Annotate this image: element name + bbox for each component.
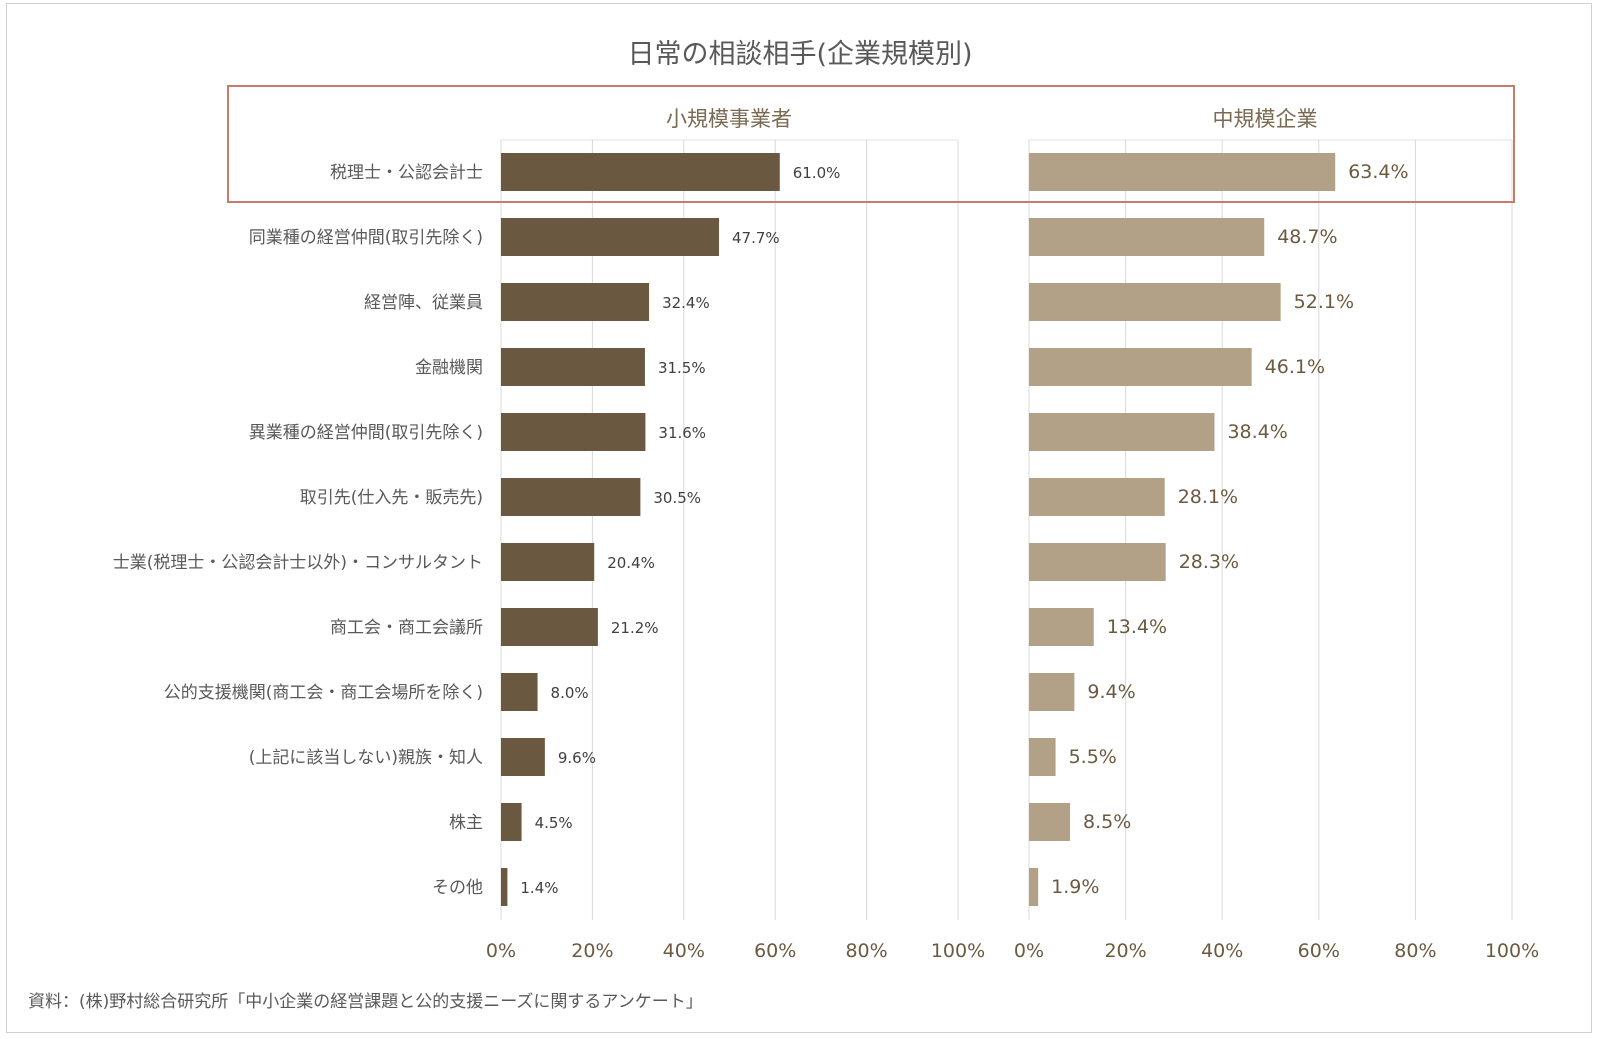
category-label: 同業種の経営仲間(取引先除く) (249, 228, 483, 248)
bar (1029, 478, 1165, 516)
bar (501, 543, 595, 581)
bar (1029, 543, 1166, 581)
x-tick-label: 80% (1394, 940, 1436, 962)
category-label: (上記に該当しない)親族・知人 (249, 748, 483, 768)
x-tick-label: 0% (1014, 940, 1044, 962)
x-tick-label: 0% (486, 940, 516, 962)
bar-value-label: 8.0% (551, 684, 589, 702)
bar-layer (501, 153, 1336, 906)
bar-value-label: 21.2% (611, 619, 659, 637)
bar-value-label: 1.9% (1051, 876, 1099, 898)
bar-value-label: 32.4% (662, 294, 710, 312)
x-tick-label: 20% (571, 940, 613, 962)
category-label: 税理士・公認会計士 (330, 163, 483, 183)
source-note: 資料：(株)野村総合研究所「中小企業の経営課題と公的支援ニーズに関するアンケート… (28, 992, 703, 1012)
bar-value-label: 28.3% (1179, 551, 1239, 573)
category-label: 公的支援機関(商工会・商工会場所を除く) (164, 683, 483, 703)
bar (501, 673, 538, 711)
bar-value-label: 38.4% (1227, 421, 1287, 443)
bar-value-label: 20.4% (607, 554, 655, 572)
bar (1029, 218, 1265, 256)
chart-title: 日常の相談相手(企業規模別) (627, 39, 972, 70)
bar-value-label: 63.4% (1348, 161, 1408, 183)
bar (501, 478, 641, 516)
bar (501, 348, 645, 386)
category-label: 株主 (449, 813, 483, 833)
x-tick-labels: 0% 20% 40% 60% 80% 100% 0% 20% 40% 60% 80% 100% (486, 940, 1539, 962)
bar (501, 218, 719, 256)
bar (1029, 283, 1281, 321)
bar (501, 868, 508, 906)
bar-value-label: 31.5% (658, 359, 706, 377)
bar-value-label: 8.5% (1083, 811, 1131, 833)
bar (1029, 738, 1056, 776)
bar-value-label: 46.1% (1265, 356, 1325, 378)
bar (501, 803, 522, 841)
bar-value-label: 61.0% (793, 164, 841, 182)
panel-title: 中規模企業 (1213, 107, 1318, 131)
bar-value-label: 5.5% (1069, 746, 1117, 768)
category-label: 異業種の経営仲間(取引先除く) (249, 423, 483, 443)
bar-value-label: 1.4% (520, 879, 558, 897)
bar-value-label: 30.5% (653, 489, 701, 507)
x-tick-label: 60% (754, 940, 796, 962)
bar (1029, 673, 1075, 711)
bar (1029, 803, 1071, 841)
bar-value-label: 31.6% (658, 424, 706, 442)
bar-value-label: 52.1% (1294, 291, 1354, 313)
x-tick-label: 60% (1298, 940, 1340, 962)
data-labels: 小規模事業者 61.0% 47.7% 32.4% 31.5% 31.6% 30.5% 20.4… (520, 107, 1408, 898)
bar (501, 283, 650, 321)
bar (1029, 348, 1252, 386)
x-tick-label: 100% (931, 940, 985, 962)
bar-value-label: 28.1% (1178, 486, 1238, 508)
bar (501, 608, 598, 646)
category-label: 商工会・商工会議所 (330, 618, 483, 638)
category-label: 金融機関 (415, 358, 483, 378)
bar-value-label: 47.7% (732, 229, 780, 247)
bar-value-label: 4.5% (535, 814, 573, 832)
category-label: 士業(税理士・公認会計士以外)・コンサルタント (113, 553, 483, 573)
x-tick-label: 100% (1485, 940, 1539, 962)
bar-value-label: 9.6% (558, 749, 596, 767)
bar-value-label: 48.7% (1277, 226, 1337, 248)
bar-value-label: 9.4% (1087, 681, 1135, 703)
panel-title: 小規模事業者 (666, 107, 792, 131)
grid-layer (500, 139, 1513, 920)
x-tick-label: 20% (1104, 940, 1146, 962)
bar (1029, 608, 1094, 646)
x-tick-label: 40% (663, 940, 705, 962)
category-label: 取引先(仕入先・販売先) (300, 488, 483, 508)
bar (501, 153, 780, 191)
x-tick-label: 40% (1201, 940, 1243, 962)
bar (501, 738, 545, 776)
category-label: 経営陣、従業員 (364, 293, 483, 313)
highlight-box (227, 85, 1515, 203)
bar (1029, 868, 1039, 906)
x-tick-label: 80% (845, 940, 887, 962)
bar-value-label: 13.4% (1107, 616, 1167, 638)
bar (1029, 413, 1215, 451)
category-label: その他 (432, 878, 483, 898)
bar (1029, 153, 1336, 191)
bar (501, 413, 646, 451)
